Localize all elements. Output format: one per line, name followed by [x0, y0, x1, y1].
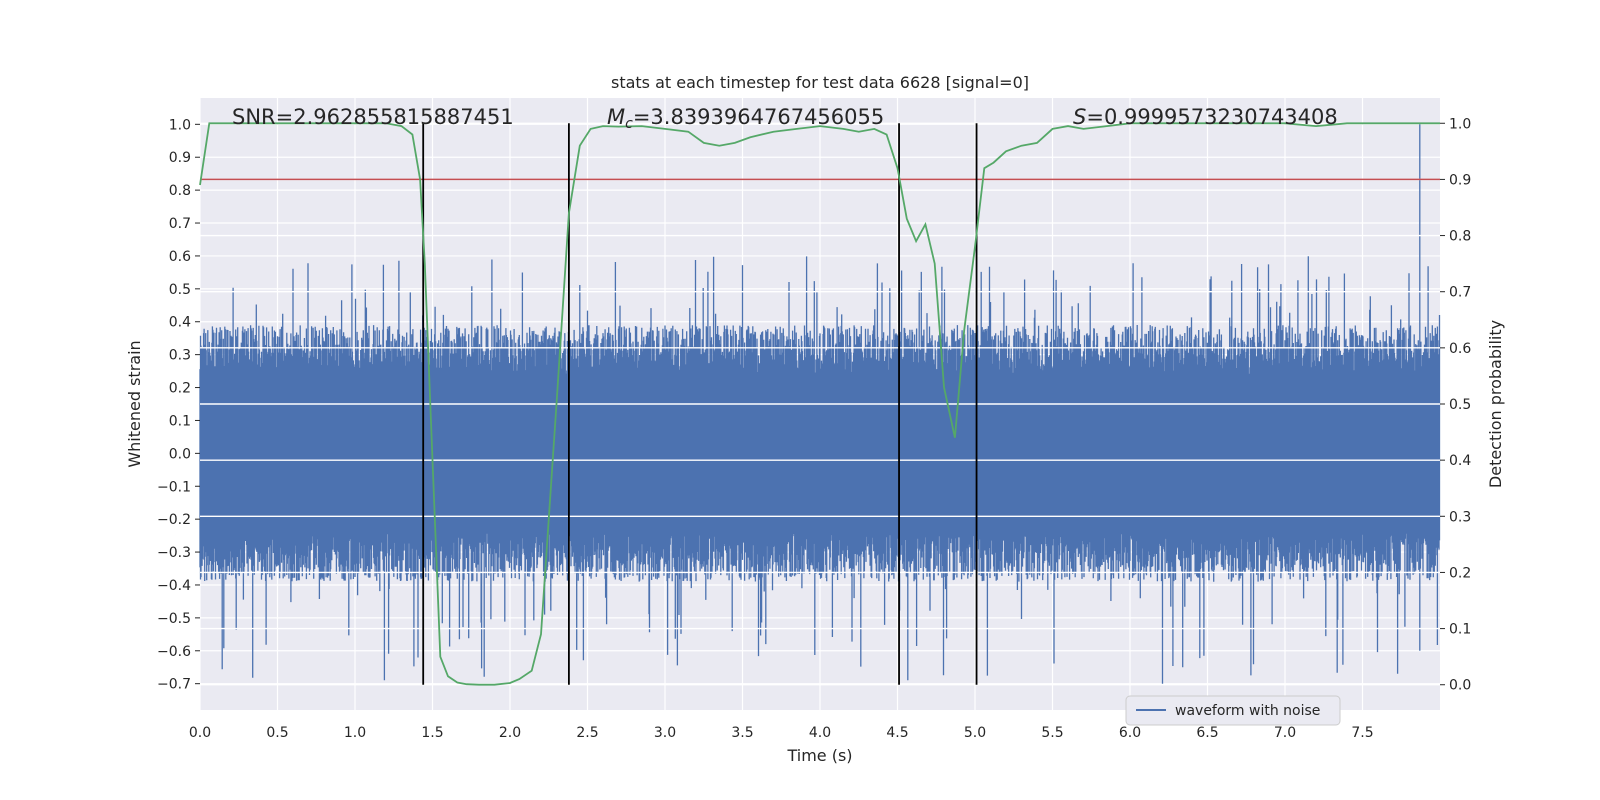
y-left-tick-label: 0.0 — [169, 446, 191, 462]
x-tick-label: 2.5 — [576, 725, 598, 741]
y-left-tick-label: −0.6 — [157, 644, 191, 660]
legend-label: waveform with noise — [1175, 703, 1320, 719]
y-axis-label-left: Whitened strain — [125, 340, 144, 467]
x-tick-label: 6.5 — [1196, 725, 1218, 741]
y-right-tick-label: 0.1 — [1449, 622, 1471, 638]
y-left-tick-label: −0.5 — [157, 611, 191, 627]
x-tick-label: 5.5 — [1041, 725, 1063, 741]
y-right-tick-label: 0.7 — [1449, 285, 1471, 301]
y-right-tick-label: 0.8 — [1449, 229, 1471, 245]
chirp-mass-annotation: Mc=3.8393964767456055 — [607, 105, 884, 132]
y-left-tick-label: −0.3 — [157, 545, 191, 561]
chirp-mass-symbol: M — [607, 105, 625, 129]
x-axis-label: Time (s) — [786, 746, 852, 765]
y-left-ticks: −0.7 −0.6 −0.5 −0.4 −0.3 −0.2 −0.1 0.0 0.1 0.2 0.3… — [157, 117, 200, 693]
probability-series-line — [199, 122, 1440, 686]
x-tick-label: 1.5 — [421, 725, 443, 741]
y-right-ticks: 0.0 0.1 0.2 0.3 0.4 0.5 0.6 0.7 0.8 0.9 1.0 — [1440, 116, 1471, 694]
y-left-tick-label: −0.4 — [157, 578, 191, 594]
chirp-mass-value: =3.8393964767456055 — [633, 105, 884, 129]
y-left-tick-label: −0.1 — [157, 479, 191, 495]
y-left-tick-label: 0.6 — [169, 249, 191, 265]
y-left-tick-label: 0.3 — [169, 348, 191, 364]
y-left-tick-label: 0.9 — [169, 150, 191, 166]
x-tick-label: 0.0 — [189, 725, 211, 741]
y-left-tick-label: 0.5 — [169, 282, 191, 298]
y-right-tick-label: 0.9 — [1449, 172, 1471, 188]
y-axis-label-right: Detection probability — [1486, 320, 1505, 488]
score-value: =0.9999573230743408 — [1086, 105, 1337, 129]
x-tick-label: 3.0 — [654, 725, 676, 741]
y-left-tick-label: 1.0 — [169, 117, 191, 133]
y-left-tick-label: 0.8 — [169, 183, 191, 199]
y-right-tick-label: 0.5 — [1449, 397, 1471, 413]
x-tick-label: 2.0 — [499, 725, 521, 741]
y-right-tick-label: 0.6 — [1449, 341, 1471, 357]
chart-title: stats at each timestep for test data 662… — [611, 73, 1029, 92]
y-left-tick-label: 0.7 — [169, 216, 191, 232]
x-tick-label: 4.0 — [809, 725, 831, 741]
x-ticks: 0.0 0.5 1.0 1.5 2.0 2.5 3.0 3.5 4.0 4.5 5.0 5.5 6.0 6… — [189, 725, 1374, 741]
y-left-tick-label: −0.7 — [157, 677, 191, 693]
y-right-tick-label: 0.0 — [1449, 678, 1471, 694]
x-tick-label: 1.0 — [344, 725, 366, 741]
x-tick-label: 3.5 — [731, 725, 753, 741]
y-right-tick-label: 1.0 — [1449, 116, 1471, 132]
x-tick-label: 7.0 — [1274, 725, 1296, 741]
y-left-tick-label: 0.4 — [169, 315, 191, 331]
legend-box — [1125, 695, 1341, 726]
x-tick-label: 6.0 — [1119, 725, 1141, 741]
x-tick-label: 5.0 — [964, 725, 986, 741]
vertical-markers — [422, 123, 978, 685]
strain-series — [199, 124, 1441, 684]
legend: waveform with noise — [1125, 695, 1341, 726]
x-tick-label: 4.5 — [886, 725, 908, 741]
y-left-tick-label: 0.2 — [169, 381, 191, 397]
x-tick-label: 0.5 — [266, 725, 288, 741]
score-annotation: S=0.9999573230743408 — [1073, 105, 1338, 129]
strain-waveform — [199, 124, 1441, 684]
y-right-tick-label: 0.3 — [1449, 509, 1471, 525]
y-left-tick-label: 0.1 — [169, 413, 191, 429]
chirp-mass-subscript: c — [625, 116, 633, 132]
y-left-tick-label: −0.2 — [157, 512, 191, 528]
y-right-tick-label: 0.4 — [1449, 453, 1471, 469]
y-right-tick-label: 0.2 — [1449, 565, 1471, 581]
snr-annotation: SNR=2.962855815887451 — [232, 105, 514, 129]
score-symbol: S — [1073, 105, 1086, 129]
x-tick-label: 7.5 — [1351, 725, 1373, 741]
